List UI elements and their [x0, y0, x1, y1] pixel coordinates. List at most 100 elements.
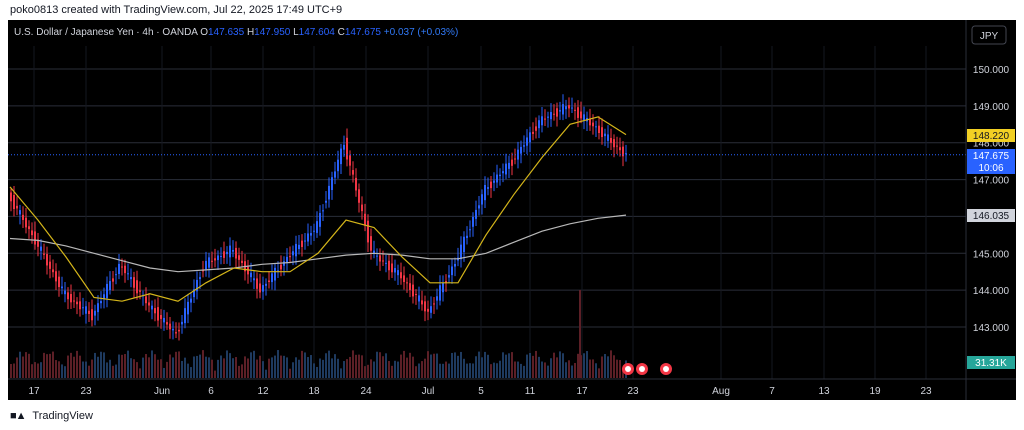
candle-body: [289, 256, 291, 258]
volume-bar: [61, 364, 63, 378]
last-price-value: 147.675: [973, 151, 1010, 162]
candle-body: [328, 185, 330, 200]
time-tick-label: 12: [257, 386, 269, 397]
volume-bar: [427, 351, 429, 378]
time-tick-label: 13: [818, 386, 830, 397]
candle-body: [145, 296, 147, 304]
candle-body: [535, 126, 537, 131]
candle-body: [478, 205, 480, 209]
candle-body: [415, 294, 417, 296]
candle-body: [580, 111, 582, 119]
change-value: +0.037 (+0.03%): [383, 27, 459, 38]
volume-bar: [460, 351, 462, 378]
volume-bar: [304, 352, 306, 378]
volume-bar: [328, 350, 330, 378]
economic-events[interactable]: [622, 363, 672, 375]
candle-body: [544, 118, 546, 120]
volume-bar: [579, 290, 581, 378]
candle-body: [343, 144, 345, 150]
volume-bar: [223, 358, 225, 378]
volume-bar: [493, 362, 495, 378]
candle-body: [52, 269, 54, 273]
candle-body: [250, 272, 252, 278]
volume-bar: [496, 363, 498, 378]
currency-button[interactable]: JPY: [971, 25, 1007, 45]
tradingview-brand[interactable]: ■▲ TradingView: [10, 410, 93, 422]
volume-bar: [142, 357, 144, 378]
candle-body: [511, 159, 513, 166]
candle-body: [199, 277, 201, 280]
candle-body: [238, 255, 240, 260]
time-tick-label: 7: [769, 386, 775, 397]
candle-body: [484, 185, 486, 201]
candle-body: [40, 246, 42, 251]
candle-body: [589, 118, 591, 126]
volume-bar: [589, 359, 591, 378]
volume-value: 31.31K: [975, 358, 1007, 369]
candle-body: [472, 216, 474, 227]
candle-body: [487, 187, 489, 189]
volume-bar: [388, 360, 390, 378]
candle-body: [151, 305, 153, 310]
price-tick-label: 147.000: [973, 176, 1010, 187]
symbol-legend[interactable]: U.S. Dollar / Japanese Yen · 4h · OANDA …: [14, 27, 458, 38]
time-tick-label: 17: [576, 386, 588, 397]
attribution-text: poko0813 created with TradingView.com, J…: [10, 4, 343, 16]
volume-bar: [172, 357, 174, 378]
volume-bar: [238, 365, 240, 378]
candle-body: [127, 273, 129, 275]
candle-body: [601, 127, 603, 138]
candle-body: [577, 107, 579, 118]
candle-body: [82, 307, 84, 309]
candle-body: [358, 189, 360, 203]
volume-bar: [541, 361, 543, 378]
volume-bar: [604, 354, 606, 378]
volume-bar: [208, 357, 210, 378]
candle-body: [262, 285, 264, 292]
volume-bars: [10, 290, 627, 378]
time-tick-label: 23: [80, 386, 92, 397]
candle-body: [157, 307, 159, 321]
candle-body: [187, 301, 189, 315]
candle-body: [382, 260, 384, 262]
price-tick-label: 148.000: [973, 139, 1010, 150]
price-axis[interactable]: 143.000144.000145.000146.000147.000148.0…: [973, 65, 1010, 334]
volume-bar: [232, 358, 234, 378]
candle-body: [184, 308, 186, 324]
candle-body: [277, 270, 279, 272]
volume-bar: [349, 356, 351, 378]
candle-body: [73, 300, 75, 302]
volume-bar: [529, 353, 531, 378]
volume-bar: [397, 361, 399, 378]
volume-bar: [583, 353, 585, 378]
attribution-bar: poko0813 created with TradingView.com, J…: [0, 0, 1024, 20]
volume-bar: [157, 359, 159, 378]
volume-bar: [622, 367, 624, 378]
volume-bar: [502, 352, 504, 378]
candle-body: [22, 214, 24, 220]
candle-body: [235, 247, 237, 259]
volume-bar: [316, 366, 318, 378]
candle-body: [136, 280, 138, 294]
candle-body: [370, 236, 372, 251]
candle-body: [514, 158, 516, 160]
volume-bar: [313, 363, 315, 378]
candle-body: [265, 283, 267, 286]
volume-bar: [514, 361, 516, 378]
candle-body: [460, 244, 462, 260]
volume-bar: [187, 363, 189, 378]
candle-body: [553, 113, 555, 115]
time-axis[interactable]: 17 23 Jun 6 12 18 24 Jul 5 11 17 23 Aug 7 13 19 23: [28, 386, 932, 397]
candle-body: [598, 125, 600, 134]
volume-bar: [178, 351, 180, 378]
candle-body: [607, 134, 609, 141]
volume-bar: [175, 351, 177, 378]
volume-bar: [73, 356, 75, 378]
candle-body: [214, 258, 216, 261]
volume-bar: [526, 354, 528, 378]
ma-slow-badge: 146.035: [967, 209, 1015, 222]
volume-bar: [370, 359, 372, 378]
candle-body: [538, 120, 540, 129]
volume-bar: [184, 357, 186, 378]
